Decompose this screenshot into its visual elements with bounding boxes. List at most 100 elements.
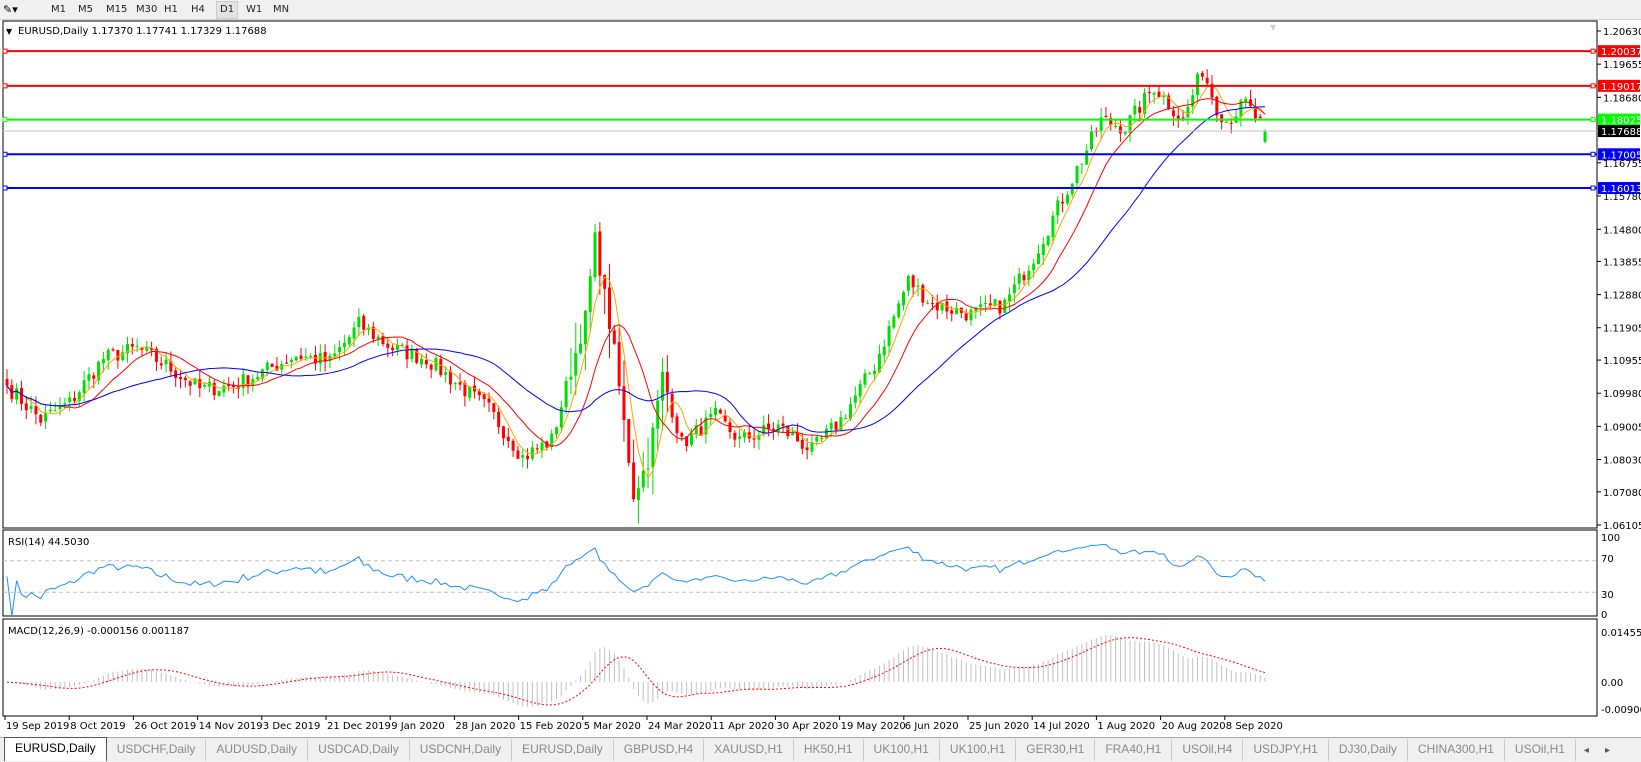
candle [1003,297,1007,314]
candle-body [1094,131,1098,133]
candle [685,436,689,452]
candle-body [694,425,698,435]
candle-body [130,343,134,347]
candle [516,446,520,460]
chart-tab[interactable]: USDCNH,Daily [410,739,513,761]
level-price-label: 1.16013 [1601,184,1641,195]
chart-tab[interactable]: DJ30,Daily [1329,739,1408,761]
candle-body [940,302,944,311]
candle [969,307,973,326]
price-tick-label: 1.16755 [1603,159,1641,170]
candle-body [415,349,419,363]
candle-body [285,362,289,364]
candle-body [521,455,525,458]
chart-tab[interactable]: GER30,H1 [1016,739,1096,761]
candle-body [935,302,939,311]
candle [179,369,183,389]
rsi-header: RSI(14) 44.5030 [8,537,89,548]
candle [241,368,245,397]
candle [19,380,23,411]
timeframe-mn[interactable]: MN [273,4,290,15]
candle [844,414,848,420]
chart-tab[interactable]: USDJPY,H1 [1243,739,1329,761]
date-tick-label: 14 Jul 2020 [1033,721,1090,732]
chart-tab[interactable]: CHINA300,H1 [1408,739,1505,761]
chart-tab[interactable]: EURUSD,Daily [4,737,107,761]
candle [1157,85,1161,99]
timeframe-m5[interactable]: M5 [78,4,93,15]
candle [521,448,525,468]
candle [444,366,448,383]
candle [1041,237,1045,266]
timeframe-m15[interactable]: M15 [106,4,128,15]
candle-body [1041,244,1045,255]
candle-body [530,447,534,459]
date-tick-label: 3 Dec 2019 [263,721,321,732]
scroll-left-icon[interactable]: ◂ [1583,744,1589,756]
candle [1191,88,1195,114]
candle-body [1162,96,1166,98]
candle [651,422,655,495]
chart-area[interactable]: 1.20037 1.19017 1.18025 1.17005 1.16013 1.176… [0,0,1641,737]
candle-body [1152,92,1156,95]
candle [405,338,409,369]
chart-tab[interactable]: HK50,H1 [794,739,864,761]
ma-fast-line [6,84,1266,479]
level-price-badge [1598,182,1640,195]
candle-body [1056,200,1060,216]
timeframe-w1[interactable]: W1 [246,4,263,15]
candle [873,364,877,382]
chart-tab[interactable]: UK100,H1 [864,739,940,761]
level-handle-left [2,185,8,191]
candle-body [174,370,178,379]
level-price-label: 1.20037 [1601,47,1641,58]
chart-tab[interactable]: AUDUSD,Daily [206,739,309,761]
rsi-panel [2,529,1598,617]
candle [911,274,915,297]
timeframe-m1[interactable]: M1 [51,4,66,15]
chart-tab[interactable]: USDCHF,Daily [107,739,207,761]
candle [212,379,216,401]
date-tick-label: 8 Oct 2019 [70,721,125,732]
candle [15,383,19,405]
date-tick-label: 19 Sep 2019 [6,721,69,732]
ma-mid-line [6,98,1266,447]
timeframe-m30[interactable]: M30 [136,4,158,15]
candle-body [87,374,91,381]
candle [834,421,838,435]
timeframe-d1[interactable]: D1 [216,1,239,19]
chart-tab[interactable]: USOil,H1 [1505,739,1576,761]
candle-body [154,348,158,362]
chart-tab[interactable]: FRA40,H1 [1095,739,1173,761]
drawing-tools-icon[interactable]: ✎▾ [3,3,18,16]
price-tick-label: 1.11905 [1603,324,1641,335]
candle [728,418,732,439]
candle-body [1143,92,1147,115]
candle-body [564,380,568,408]
chart-tab[interactable]: USDCAD,Daily [308,739,410,761]
timeframe-h1[interactable]: H1 [164,4,178,15]
candle-body [1099,117,1103,132]
chart-tab[interactable]: XAUUSD,H1 [704,739,794,761]
chart-tab[interactable]: GBPUSD,H4 [614,739,705,761]
candle [256,371,260,381]
timeframe-h4[interactable]: H4 [191,4,205,15]
candle-body [887,326,891,347]
candle-body [1186,106,1190,118]
candle [612,324,616,345]
chart-tab[interactable]: EURUSD,Daily [512,739,614,761]
candle-body [550,433,554,448]
level-price-label: 1.17005 [1601,150,1641,161]
candle-body [911,275,915,288]
scroll-right-icon[interactable]: ▸ [1604,744,1610,756]
candle-body [839,417,843,430]
chart-tab[interactable]: UK100,H1 [940,739,1017,761]
candle-body [955,307,959,315]
candle-body [198,379,202,389]
candle [299,347,303,362]
candle [193,377,197,386]
candle [964,309,968,322]
chart-tab[interactable]: USOil,H4 [1172,739,1244,761]
candle [487,392,491,413]
candle-body [338,347,342,353]
